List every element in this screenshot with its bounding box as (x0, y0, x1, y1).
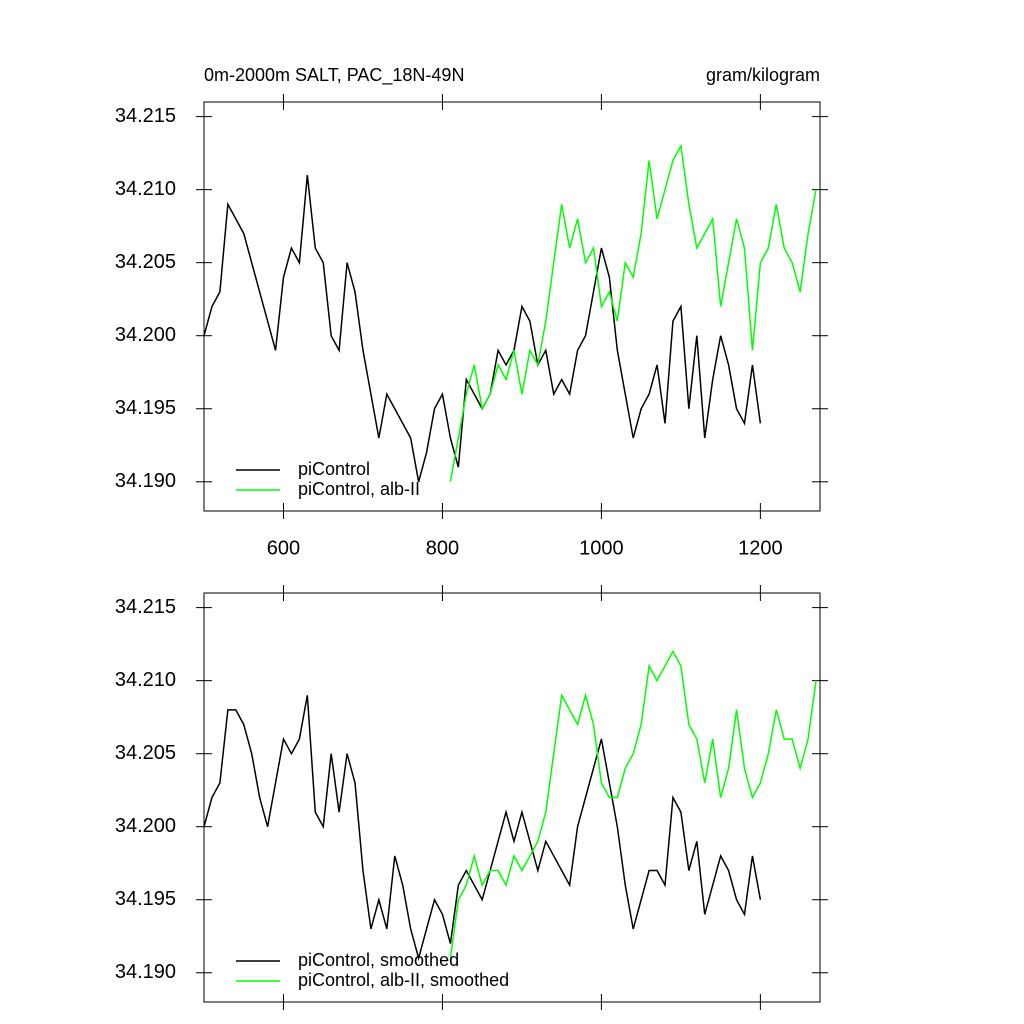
plot-frame (203, 101, 821, 512)
x-tick-label: 1200 (738, 537, 783, 559)
y-tick-label: 34.215 (115, 105, 176, 127)
units-label: gram/kilogram (706, 65, 820, 85)
legend-label: piControl, alb-II (298, 479, 420, 499)
y-tick-label: 34.190 (115, 961, 176, 983)
y-tick-label: 34.205 (115, 742, 176, 764)
series-line (449, 143, 817, 482)
y-tick-label: 34.210 (115, 178, 176, 200)
plot-frame (203, 592, 821, 1003)
chart-title: 0m-2000m SALT, PAC_18N-49N (204, 65, 464, 86)
y-tick-label: 34.205 (115, 251, 176, 273)
legend-label: piControl, alb-II, smoothed (298, 970, 509, 990)
series-line (203, 174, 762, 482)
y-tick-label: 34.200 (115, 324, 176, 346)
y-tick-label: 34.200 (115, 815, 176, 837)
series-line (203, 695, 762, 962)
legend-label: piControl (298, 459, 370, 479)
x-tick-label: 1000 (579, 537, 624, 559)
y-tick-label: 34.190 (115, 470, 176, 492)
x-tick-label: 800 (426, 537, 459, 559)
y-tick-label: 34.210 (115, 669, 176, 691)
y-tick-label: 34.215 (115, 596, 176, 618)
x-tick-label: 600 (267, 537, 300, 559)
series-line (449, 649, 817, 959)
legend-label: piControl, smoothed (298, 950, 459, 970)
y-tick-label: 34.195 (115, 888, 176, 910)
y-tick-label: 34.195 (115, 397, 176, 419)
